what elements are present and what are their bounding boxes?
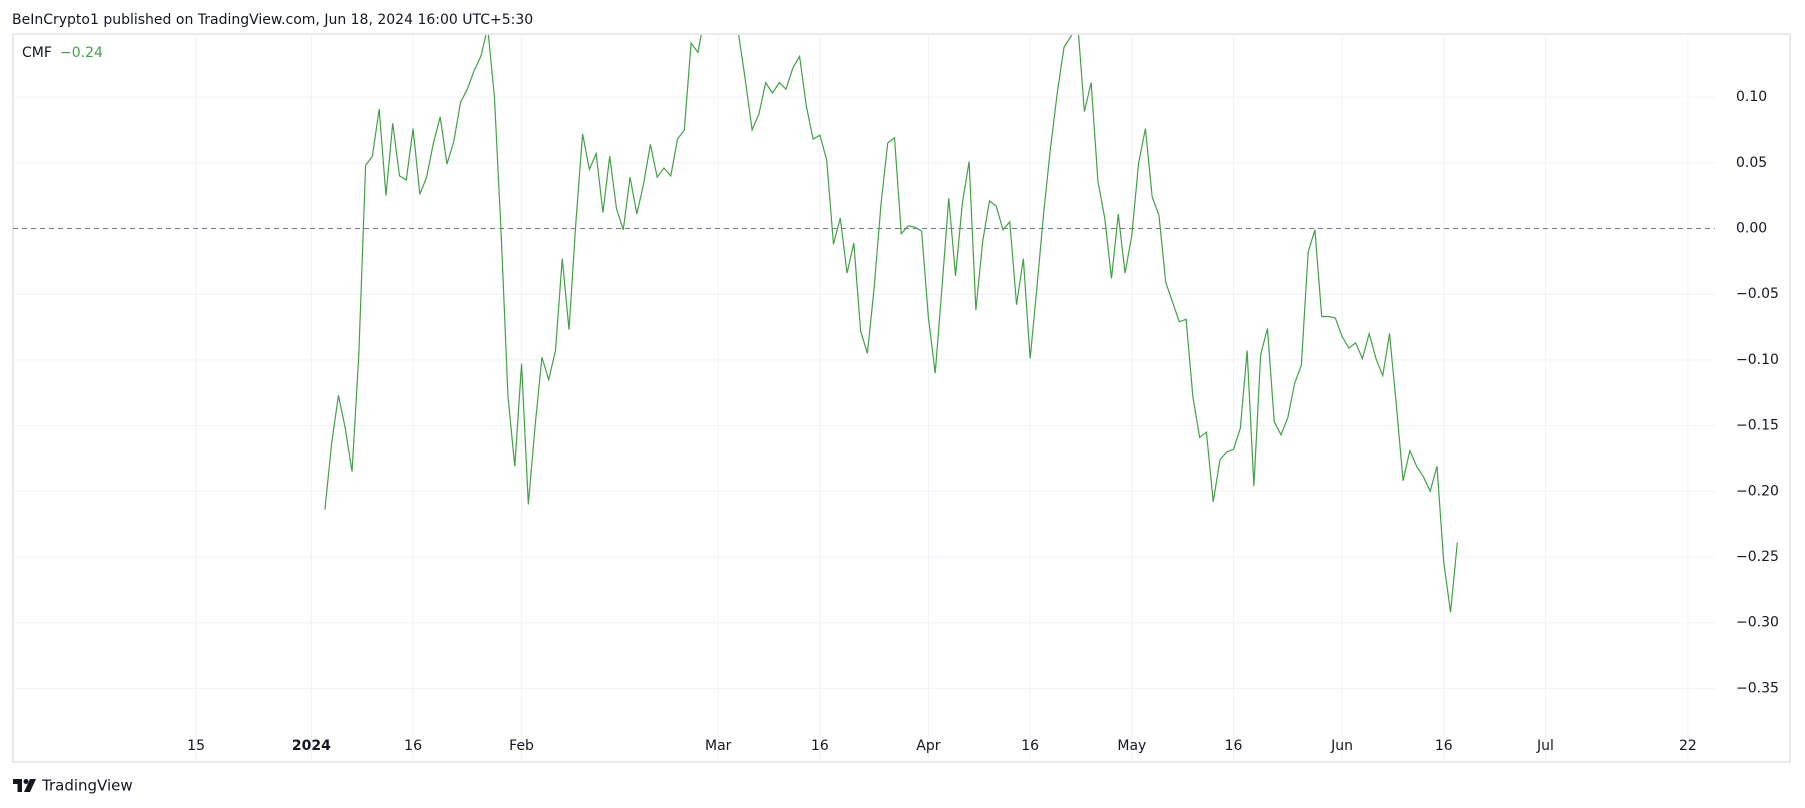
y-tick-label: 0.00 <box>1736 220 1767 236</box>
x-tick-label: 16 <box>1021 738 1039 754</box>
y-tick-label: −0.25 <box>1736 549 1779 565</box>
x-tick-label: 22 <box>1679 738 1697 754</box>
x-tick-label: 2024 <box>292 738 331 754</box>
y-tick-label: −0.05 <box>1736 286 1779 302</box>
x-tick-label: Jul <box>1536 738 1554 754</box>
y-tick-label: −0.30 <box>1736 615 1779 631</box>
logo <box>13 779 36 792</box>
frame <box>12 33 1791 763</box>
y-tick-label: −0.35 <box>1736 680 1779 696</box>
legend-value: −0.24 <box>60 45 103 61</box>
x-tick-label: 16 <box>404 738 422 754</box>
x-tick-label: 15 <box>187 738 205 754</box>
x-tick-label: Feb <box>509 738 534 754</box>
header: BeInCrypto1 published on TradingView.com… <box>12 12 533 28</box>
x-tick-label: Mar <box>705 738 732 754</box>
x-tick-label: 16 <box>811 738 829 754</box>
y-tick-label: −0.20 <box>1736 483 1779 499</box>
cmf-line <box>324 35 1458 613</box>
x-tick-label: 16 <box>1435 738 1453 754</box>
footer-brand: TradingView <box>41 777 133 795</box>
x-tick-label: May <box>1117 738 1146 754</box>
y-tick-label: −0.15 <box>1736 418 1779 434</box>
y-tick-label: −0.10 <box>1736 352 1779 368</box>
y-tick-label: 0.10 <box>1736 89 1767 105</box>
x-tick-label: Jun <box>1330 738 1353 754</box>
x-tick-label: Apr <box>916 738 940 754</box>
y-tick-label: 0.05 <box>1736 155 1767 171</box>
legend-name: CMF <box>22 45 52 61</box>
x-tick-label: 16 <box>1225 738 1243 754</box>
